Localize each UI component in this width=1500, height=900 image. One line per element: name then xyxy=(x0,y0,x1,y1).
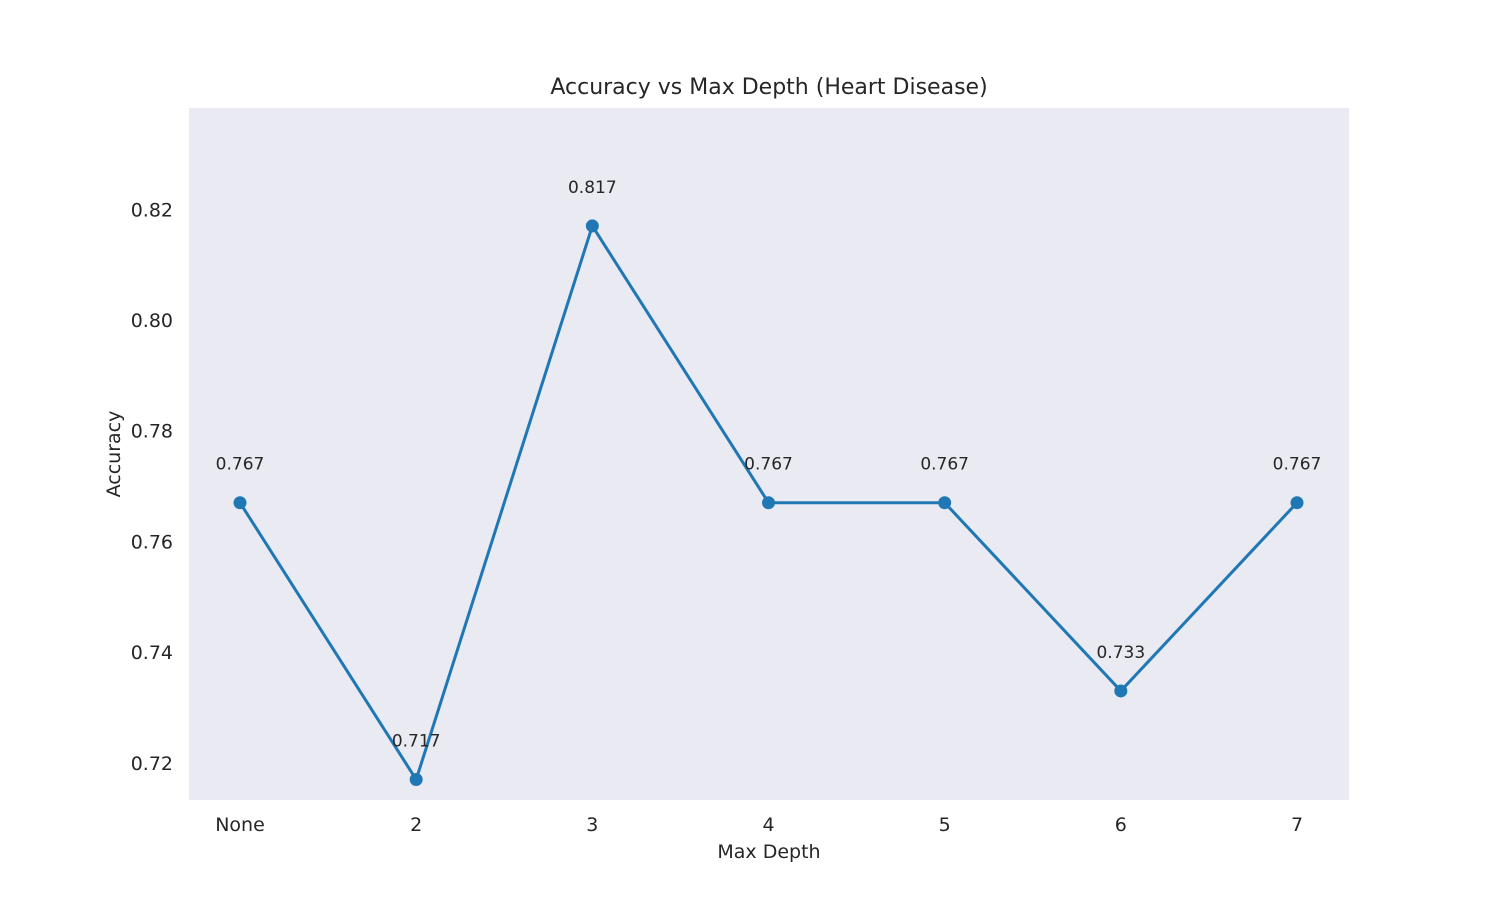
data-point xyxy=(1290,496,1304,510)
x-tick-label: 2 xyxy=(410,814,422,836)
x-tick-label: 7 xyxy=(1291,814,1303,836)
x-tick-label: None xyxy=(215,814,265,836)
data-point xyxy=(409,773,423,787)
data-label: 0.767 xyxy=(744,455,793,475)
y-tick-label: 0.80 xyxy=(131,310,173,332)
x-tick-label: 3 xyxy=(586,814,598,836)
data-label: 0.767 xyxy=(216,455,265,475)
y-tick-label: 0.82 xyxy=(131,199,173,221)
chart-title: Accuracy vs Max Depth (Heart Disease) xyxy=(550,75,987,100)
data-point xyxy=(762,496,775,510)
data-point xyxy=(585,219,599,233)
data-label: 0.767 xyxy=(1273,455,1322,475)
y-tick-label: 0.74 xyxy=(131,642,173,664)
x-axis-label: Max Depth xyxy=(717,841,820,863)
data-point xyxy=(233,496,247,510)
x-tick-label: 4 xyxy=(762,814,774,836)
data-label: 0.733 xyxy=(1096,643,1145,663)
data-label: 0.767 xyxy=(920,455,969,475)
data-label: 0.717 xyxy=(392,732,441,752)
x-tick-label: 6 xyxy=(1115,814,1127,836)
data-point xyxy=(938,496,952,510)
data-point xyxy=(1114,684,1128,698)
y-axis-ticks: 0.72 0.74 0.76 0.78 0.80 0.82 xyxy=(131,199,173,775)
y-axis-label: Accuracy xyxy=(103,411,125,498)
y-tick-label: 0.72 xyxy=(131,753,173,775)
x-axis-ticks: None 2 3 4 5 6 7 xyxy=(215,814,1303,836)
data-labels: 0.767 0.717 0.817 0.767 0.767 0.733 0.767 xyxy=(216,178,1322,752)
y-tick-label: 0.76 xyxy=(131,531,173,553)
data-label: 0.817 xyxy=(568,178,617,198)
y-tick-label: 0.78 xyxy=(131,421,173,443)
series-layer xyxy=(233,219,1304,787)
plot-area xyxy=(189,108,1349,800)
x-tick-label: 5 xyxy=(939,814,951,836)
